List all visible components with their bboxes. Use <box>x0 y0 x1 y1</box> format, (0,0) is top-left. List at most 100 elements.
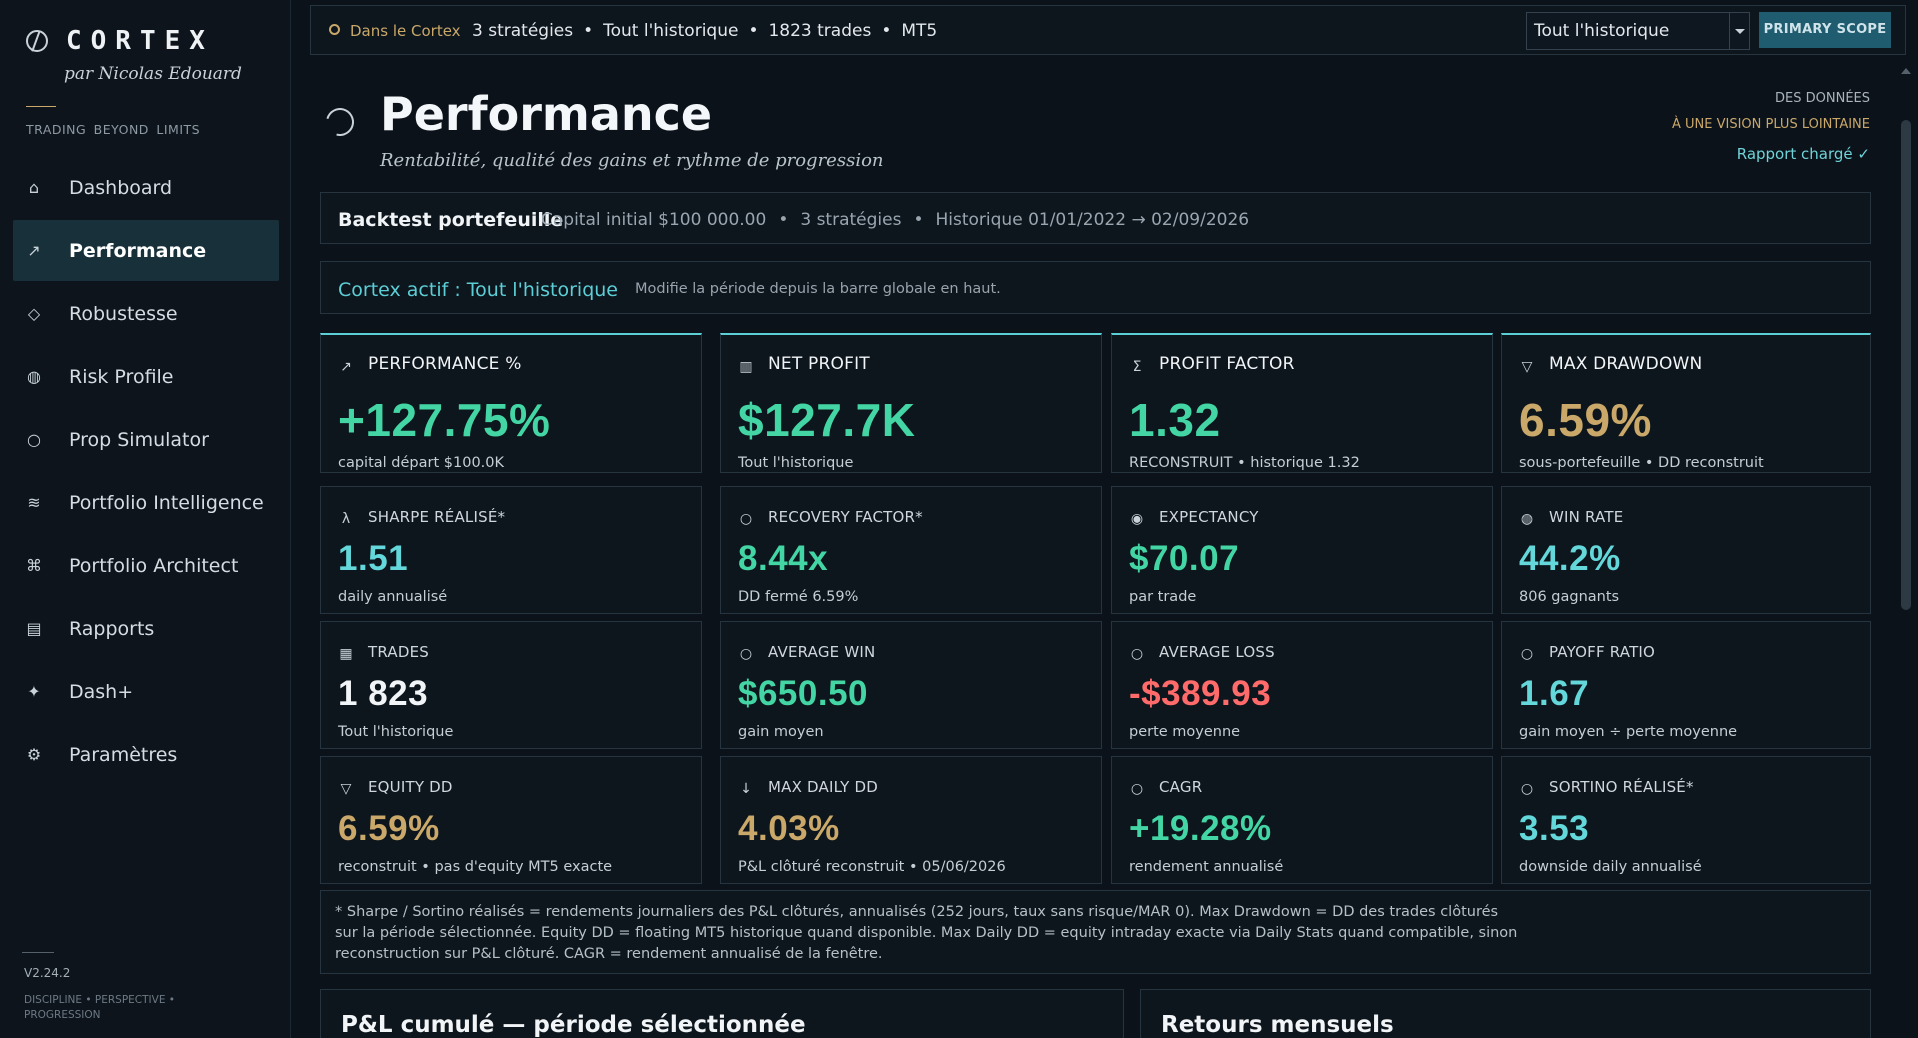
active-cortex-bar: Cortex actif : Tout l'historique Modifie… <box>320 261 1871 314</box>
scrollbar-thumb[interactable] <box>1901 120 1911 610</box>
metric-label: CAGR <box>1159 778 1203 796</box>
metric-value: 6.59% <box>1519 394 1652 446</box>
sidebar-item-dashboard[interactable]: ⌂ Dashboard <box>13 157 279 218</box>
sidebar-item-label: Dashboard <box>69 176 173 199</box>
metric-value: 1 823 <box>338 674 429 713</box>
sidebar-footer-tagline: DISCIPLINE • PERSPECTIVE • PROGRESSION <box>24 994 175 1021</box>
sidebar-item-portfolio-intelligence[interactable]: ≋ Portfolio Intelligence <box>13 472 279 533</box>
sidebar-nav: ⌂ Dashboard ↗ Performance ◇ Robustesse ◍ Risk P… <box>13 157 279 787</box>
cortex-logo-icon <box>26 30 48 52</box>
metric-value: 1.32 <box>1129 394 1221 446</box>
history-range: Historique 01/01/2022 → 02/09/2026 <box>935 210 1250 230</box>
metric-label: AVERAGE LOSS <box>1159 643 1275 661</box>
target-icon: ◉ <box>1130 511 1144 527</box>
scope-dot-icon <box>329 24 340 35</box>
metric-label: NET PROFIT <box>768 354 870 374</box>
brand-name: CORTEX <box>66 26 214 56</box>
metric-value: $127.7K <box>738 394 916 446</box>
metric-card-cagr: ○ CAGR +19.28% rendement annualisé <box>1111 756 1493 884</box>
sidebar-item-performance[interactable]: ↗ Performance <box>13 220 279 281</box>
circle-icon: ○ <box>1130 781 1144 797</box>
sidebar-item-portfolio-architect[interactable]: ⌘ Portfolio Architect <box>13 535 279 596</box>
metric-subtext: sous-portefeuille • DD reconstruit <box>1519 455 1764 471</box>
sidebar-item-label: Dash+ <box>69 680 134 703</box>
triangle-down-icon: ▽ <box>340 781 352 797</box>
metric-value: 1.67 <box>1519 674 1590 713</box>
performance-header-icon <box>320 102 360 142</box>
scroll-up-icon[interactable] <box>1901 68 1911 74</box>
circle-icon: ○ <box>1520 781 1534 797</box>
metric-value: 6.59% <box>338 809 440 848</box>
metric-subtext: rendement annualisé <box>1129 859 1284 875</box>
metric-label: SORTINO RÉALISÉ* <box>1549 778 1694 796</box>
metric-label: MAX DAILY DD <box>768 778 879 796</box>
sidebar-item-label: Paramètres <box>69 743 178 766</box>
scope-info: 3 stratégies • Tout l'historique • 1823 trad… <box>472 21 938 41</box>
metric-card-net-profit: ▥ NET PROFIT $127.7K Tout l'historique <box>720 333 1102 473</box>
chevron-down-icon[interactable] <box>1729 13 1749 49</box>
page-title: Performance <box>380 87 713 141</box>
brand[interactable]: CORTEX <box>26 26 214 56</box>
columns-icon: ▥ <box>739 359 753 375</box>
metric-subtext: Tout l'historique <box>738 455 854 471</box>
brand-divider <box>26 106 56 107</box>
metric-subtext: capital départ $100.0K <box>338 455 505 471</box>
metric-label: EQUITY DD <box>368 778 453 796</box>
sidebar-item-robustesse[interactable]: ◇ Robustesse <box>13 283 279 344</box>
sidebar-item-label: Portfolio Architect <box>69 554 239 577</box>
trend-up-icon: ↗ <box>27 241 41 260</box>
metric-card-win-rate: ◍ WIN RATE 44.2% 806 gagnants <box>1501 486 1871 614</box>
version-divider <box>22 952 54 953</box>
sidebar-item-risk-profile[interactable]: ◍ Risk Profile <box>13 346 279 407</box>
metric-subtext: gain moyen ÷ perte moyenne <box>1519 724 1738 740</box>
monthly-returns-panel: Retours mensuels <box>1140 989 1871 1038</box>
period-select-value: Tout l'historique <box>1534 21 1670 41</box>
sidebar-item-parametres[interactable]: ⚙ Paramètres <box>13 724 279 785</box>
footnote-line: reconstruction sur P&L clôturé. CAGR = r… <box>335 946 883 962</box>
metric-value: 1.51 <box>338 539 409 578</box>
gear-icon: ⚙ <box>26 745 42 764</box>
sparkle-icon: ✦ <box>27 682 41 701</box>
sidebar-item-label: Prop Simulator <box>69 428 209 451</box>
header-tagline-1: DES DONNÉES <box>1775 91 1870 106</box>
page-subtitle: Rentabilité, qualité des gains et rythme… <box>380 150 884 171</box>
footnote-line: sur la période sélectionnée. Equity DD =… <box>335 925 1518 941</box>
metric-label: PAYOFF RATIO <box>1549 643 1656 661</box>
metric-subtext: RECONSTRUIT • historique 1.32 <box>1129 455 1360 471</box>
metric-card-equity-dd: ▽ EQUITY DD 6.59% reconstruit • pas d'equit… <box>320 756 702 884</box>
metric-card-recovery-factor: ○ RECOVERY FACTOR* 8.44x DD fermé 6.59% <box>720 486 1102 614</box>
strategy-count: 3 stratégies <box>800 210 902 230</box>
period-select[interactable]: Tout l'historique <box>1526 12 1750 50</box>
circle-icon: ○ <box>739 511 753 527</box>
sidebar-item-prop-simulator[interactable]: ○ Prop Simulator <box>13 409 279 470</box>
metric-card-average-win: ○ AVERAGE WIN $650.50 gain moyen <box>720 621 1102 749</box>
metric-label: AVERAGE WIN <box>768 643 876 661</box>
backtest-info: Capital initial $100 000.00 • 3 stratégies… <box>541 210 1250 230</box>
metric-label: RECOVERY FACTOR* <box>768 508 923 526</box>
scope-strategies: 3 stratégies <box>472 21 574 41</box>
cumulative-pnl-title: P&L cumulé — période sélectionnée <box>341 1012 806 1038</box>
metric-subtext: gain moyen <box>738 724 824 740</box>
metric-value: -$389.93 <box>1129 674 1272 713</box>
sidebar-item-label: Rapports <box>69 617 155 640</box>
circle-icon: ○ <box>739 646 753 662</box>
metric-subtext: par trade <box>1129 589 1197 605</box>
metric-card-max-drawdown: ▽ MAX DRAWDOWN 6.59% sous-portefeuille • DD… <box>1501 333 1871 473</box>
page-scrollbar[interactable] <box>1900 60 1913 1038</box>
command-icon: ⌘ <box>26 556 42 575</box>
scope-trades: 1823 trades <box>768 21 872 41</box>
initial-capital: Capital initial $100 000.00 <box>541 210 767 230</box>
metric-value: $650.50 <box>738 674 869 713</box>
sidebar-item-dash[interactable]: ✦ Dash+ <box>13 661 279 722</box>
monthly-returns-title: Retours mensuels <box>1161 1012 1394 1038</box>
waves-icon: ≋ <box>27 493 41 512</box>
metric-subtext: 806 gagnants <box>1519 589 1620 605</box>
active-cortex-note: Modifie la période depuis la barre globa… <box>635 281 1001 297</box>
metric-card-max-daily-dd: ↓ MAX DAILY DD 4.03% P&L clôturé reconstrui… <box>720 756 1102 884</box>
sidebar-item-rapports[interactable]: ▤ Rapports <box>13 598 279 659</box>
primary-scope-button[interactable]: PRIMARY SCOPE <box>1759 12 1891 48</box>
arrow-down-icon: ↓ <box>740 781 752 797</box>
app-version: V2.24.2 <box>24 966 71 980</box>
metric-label: SHARPE RÉALISÉ* <box>368 508 506 526</box>
report-status: Rapport chargé ✓ <box>1736 145 1870 163</box>
